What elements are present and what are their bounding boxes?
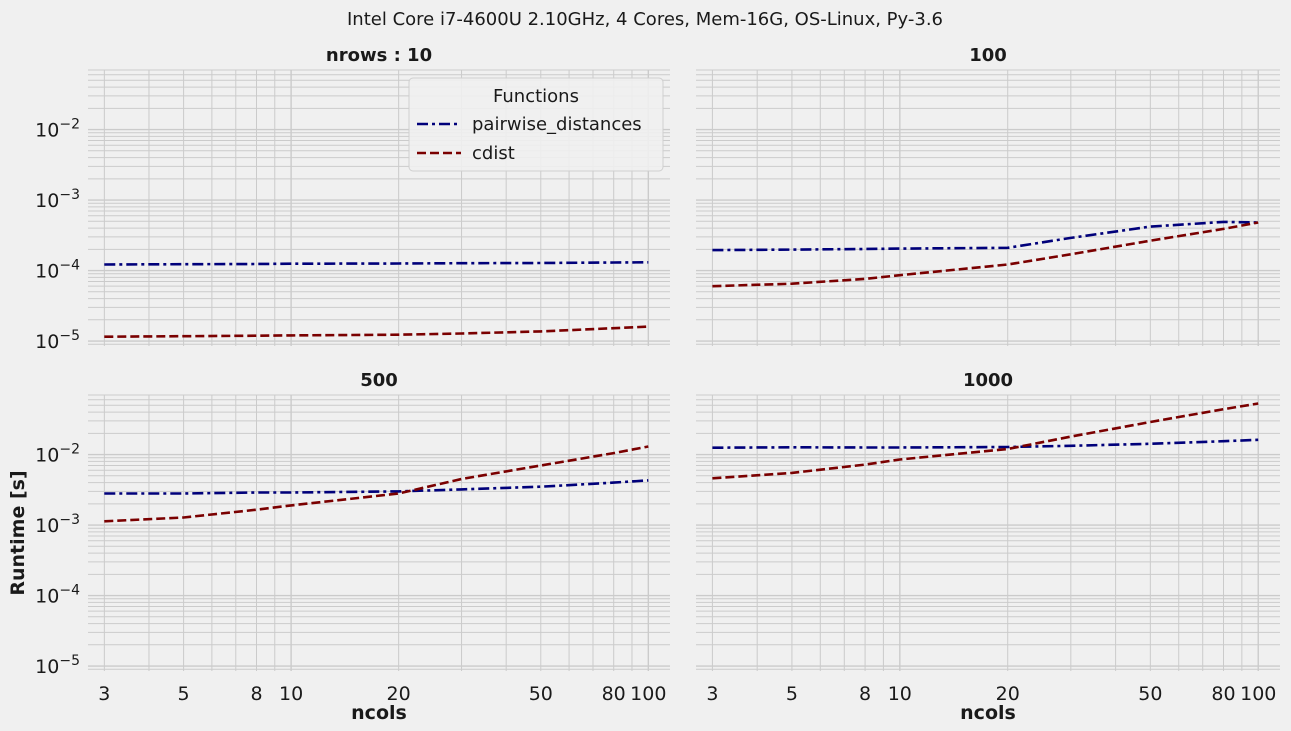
x-tick-label: 5 <box>786 683 798 705</box>
legend-title: Functions <box>493 86 579 107</box>
x-tick-label: 80 <box>602 683 626 705</box>
x-axis-label-left: ncols <box>351 702 407 724</box>
x-tick-label: 10 <box>888 683 912 705</box>
panel-title: 500 <box>360 370 398 391</box>
legend-entry-cdist: cdist <box>472 143 515 164</box>
series-line-pairwise-distances <box>104 479 649 495</box>
y-axis-label: Runtime [s] <box>7 470 29 595</box>
series-line-cdist <box>712 402 1259 480</box>
y-tick-label: 10−3 <box>35 512 80 537</box>
panel-title: 1000 <box>963 370 1013 391</box>
x-tick-label: 20 <box>387 683 411 705</box>
y-tick-label: 10−2 <box>35 442 80 467</box>
x-tick-label: 20 <box>996 683 1020 705</box>
panel-3: 500 3 5 8 10 20 50 80 100 10−5 10−4 10−3 10−2 <box>35 370 670 705</box>
panel-title: nrows : 10 <box>326 45 432 66</box>
figure-suptitle: Intel Core i7-4600U 2.10GHz, 4 Cores, Me… <box>347 9 943 30</box>
series-line-pairwise-distances <box>712 438 1259 449</box>
y-tick-label: 10−5 <box>35 328 80 353</box>
y-tick-label: 10−4 <box>35 258 80 283</box>
x-tick-label: 8 <box>859 683 871 705</box>
grid <box>696 69 1280 346</box>
x-tick-label: 50 <box>1138 683 1162 705</box>
x-axis-label-right: ncols <box>960 702 1016 724</box>
x-tick-label: 10 <box>279 683 303 705</box>
y-tick-label: 10−3 <box>35 187 80 212</box>
grid <box>696 394 1280 671</box>
x-tick-label: 5 <box>178 683 190 705</box>
legend-entry-pairwise-distances: pairwise_distances <box>472 114 642 135</box>
y-tick-label: 10−5 <box>35 653 80 678</box>
x-tick-label: 3 <box>706 683 718 705</box>
series-line-pairwise-distances <box>104 261 649 266</box>
x-tick-label: 100 <box>630 683 666 705</box>
grid <box>88 394 670 671</box>
x-tick-label: 3 <box>98 683 110 705</box>
panel-2: 100 <box>696 45 1280 346</box>
y-tick-label: 10−2 <box>35 117 80 142</box>
y-tick-label: 10−4 <box>35 583 80 608</box>
panel-title: 100 <box>969 45 1007 66</box>
panel-4: 1000 3 5 8 10 20 50 80 100 <box>696 370 1280 705</box>
series-line-cdist <box>104 325 649 338</box>
x-tick-label: 80 <box>1211 683 1235 705</box>
series-line-pairwise-distances <box>712 220 1259 252</box>
x-tick-label: 50 <box>529 683 553 705</box>
x-tick-label: 100 <box>1240 683 1276 705</box>
legend-box <box>408 77 664 172</box>
x-tick-label: 8 <box>250 683 262 705</box>
